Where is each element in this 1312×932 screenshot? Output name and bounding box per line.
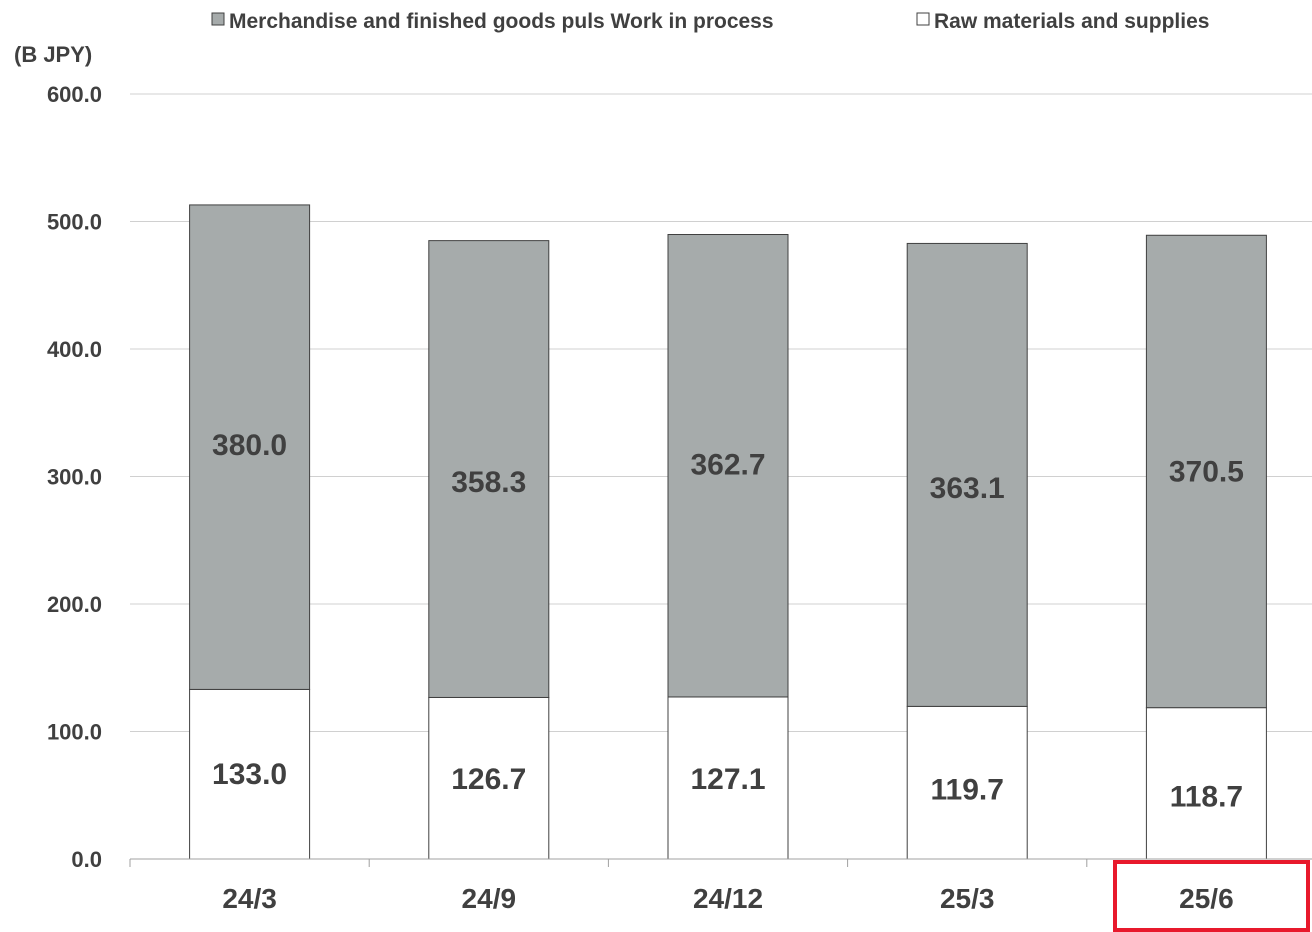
data-label-raw-materials: 126.7 xyxy=(451,763,526,796)
x-category-label: 24/9 xyxy=(462,883,517,914)
bars xyxy=(189,204,1267,860)
data-label-raw-materials: 118.7 xyxy=(1170,780,1243,813)
y-tick-label: 300.0 xyxy=(47,465,102,490)
data-label-merchandise: 362.7 xyxy=(690,449,765,482)
y-axis-unit-label: (B JPY) xyxy=(14,42,92,67)
legend-label-merchandise: Merchandise and finished goods puls Work… xyxy=(229,10,774,33)
data-label-merchandise: 380.0 xyxy=(212,429,287,462)
y-tick-label: 400.0 xyxy=(47,337,102,362)
bar-merchandise xyxy=(428,240,550,698)
data-label-raw-materials: 119.7 xyxy=(930,774,1003,807)
bar-raw-materials xyxy=(906,705,1028,860)
y-tick-label: 500.0 xyxy=(47,210,102,235)
highlight-box-25-6 xyxy=(1113,860,1310,932)
bar-raw-materials xyxy=(428,696,550,860)
x-category-label: 25/6 xyxy=(1179,883,1234,914)
data-label-merchandise: 370.5 xyxy=(1169,455,1244,488)
x-category-label: 24/12 xyxy=(693,883,763,914)
legend-swatch-merchandise xyxy=(211,12,225,26)
data-label-raw-materials: 127.1 xyxy=(690,763,765,796)
y-tick-label: 200.0 xyxy=(47,592,102,617)
chart-legend: Merchandise and finished goods puls Work… xyxy=(211,10,1209,33)
x-axis: 24/3 24/9 24/12 25/3 25/6 xyxy=(129,858,1312,914)
bar-merchandise xyxy=(906,242,1028,707)
data-label-merchandise: 358.3 xyxy=(451,466,526,499)
y-tick-label: 100.0 xyxy=(47,720,102,745)
legend-label-raw-materials: Raw materials and supplies xyxy=(934,10,1209,33)
bar-merchandise xyxy=(1145,234,1267,709)
x-category-label: 25/3 xyxy=(940,883,995,914)
data-label-raw-materials: 133.0 xyxy=(212,758,287,791)
bar-merchandise xyxy=(667,234,789,698)
x-category-label: 24/3 xyxy=(222,883,277,914)
bar-merchandise xyxy=(189,204,311,690)
y-axis-tick-labels: 0.0 100.0 200.0 300.0 400.0 500.0 600.0 xyxy=(47,82,102,872)
legend-swatch-raw-materials xyxy=(916,12,930,26)
bar-raw-materials xyxy=(667,696,789,860)
data-label-merchandise: 363.1 xyxy=(930,472,1005,505)
data-labels: 133.0 380.0 126.7 358.3 127.1 362.7 119.7 363.1… xyxy=(212,429,1244,813)
y-tick-label: 600.0 xyxy=(47,82,102,107)
y-tick-label: 0.0 xyxy=(71,847,102,872)
